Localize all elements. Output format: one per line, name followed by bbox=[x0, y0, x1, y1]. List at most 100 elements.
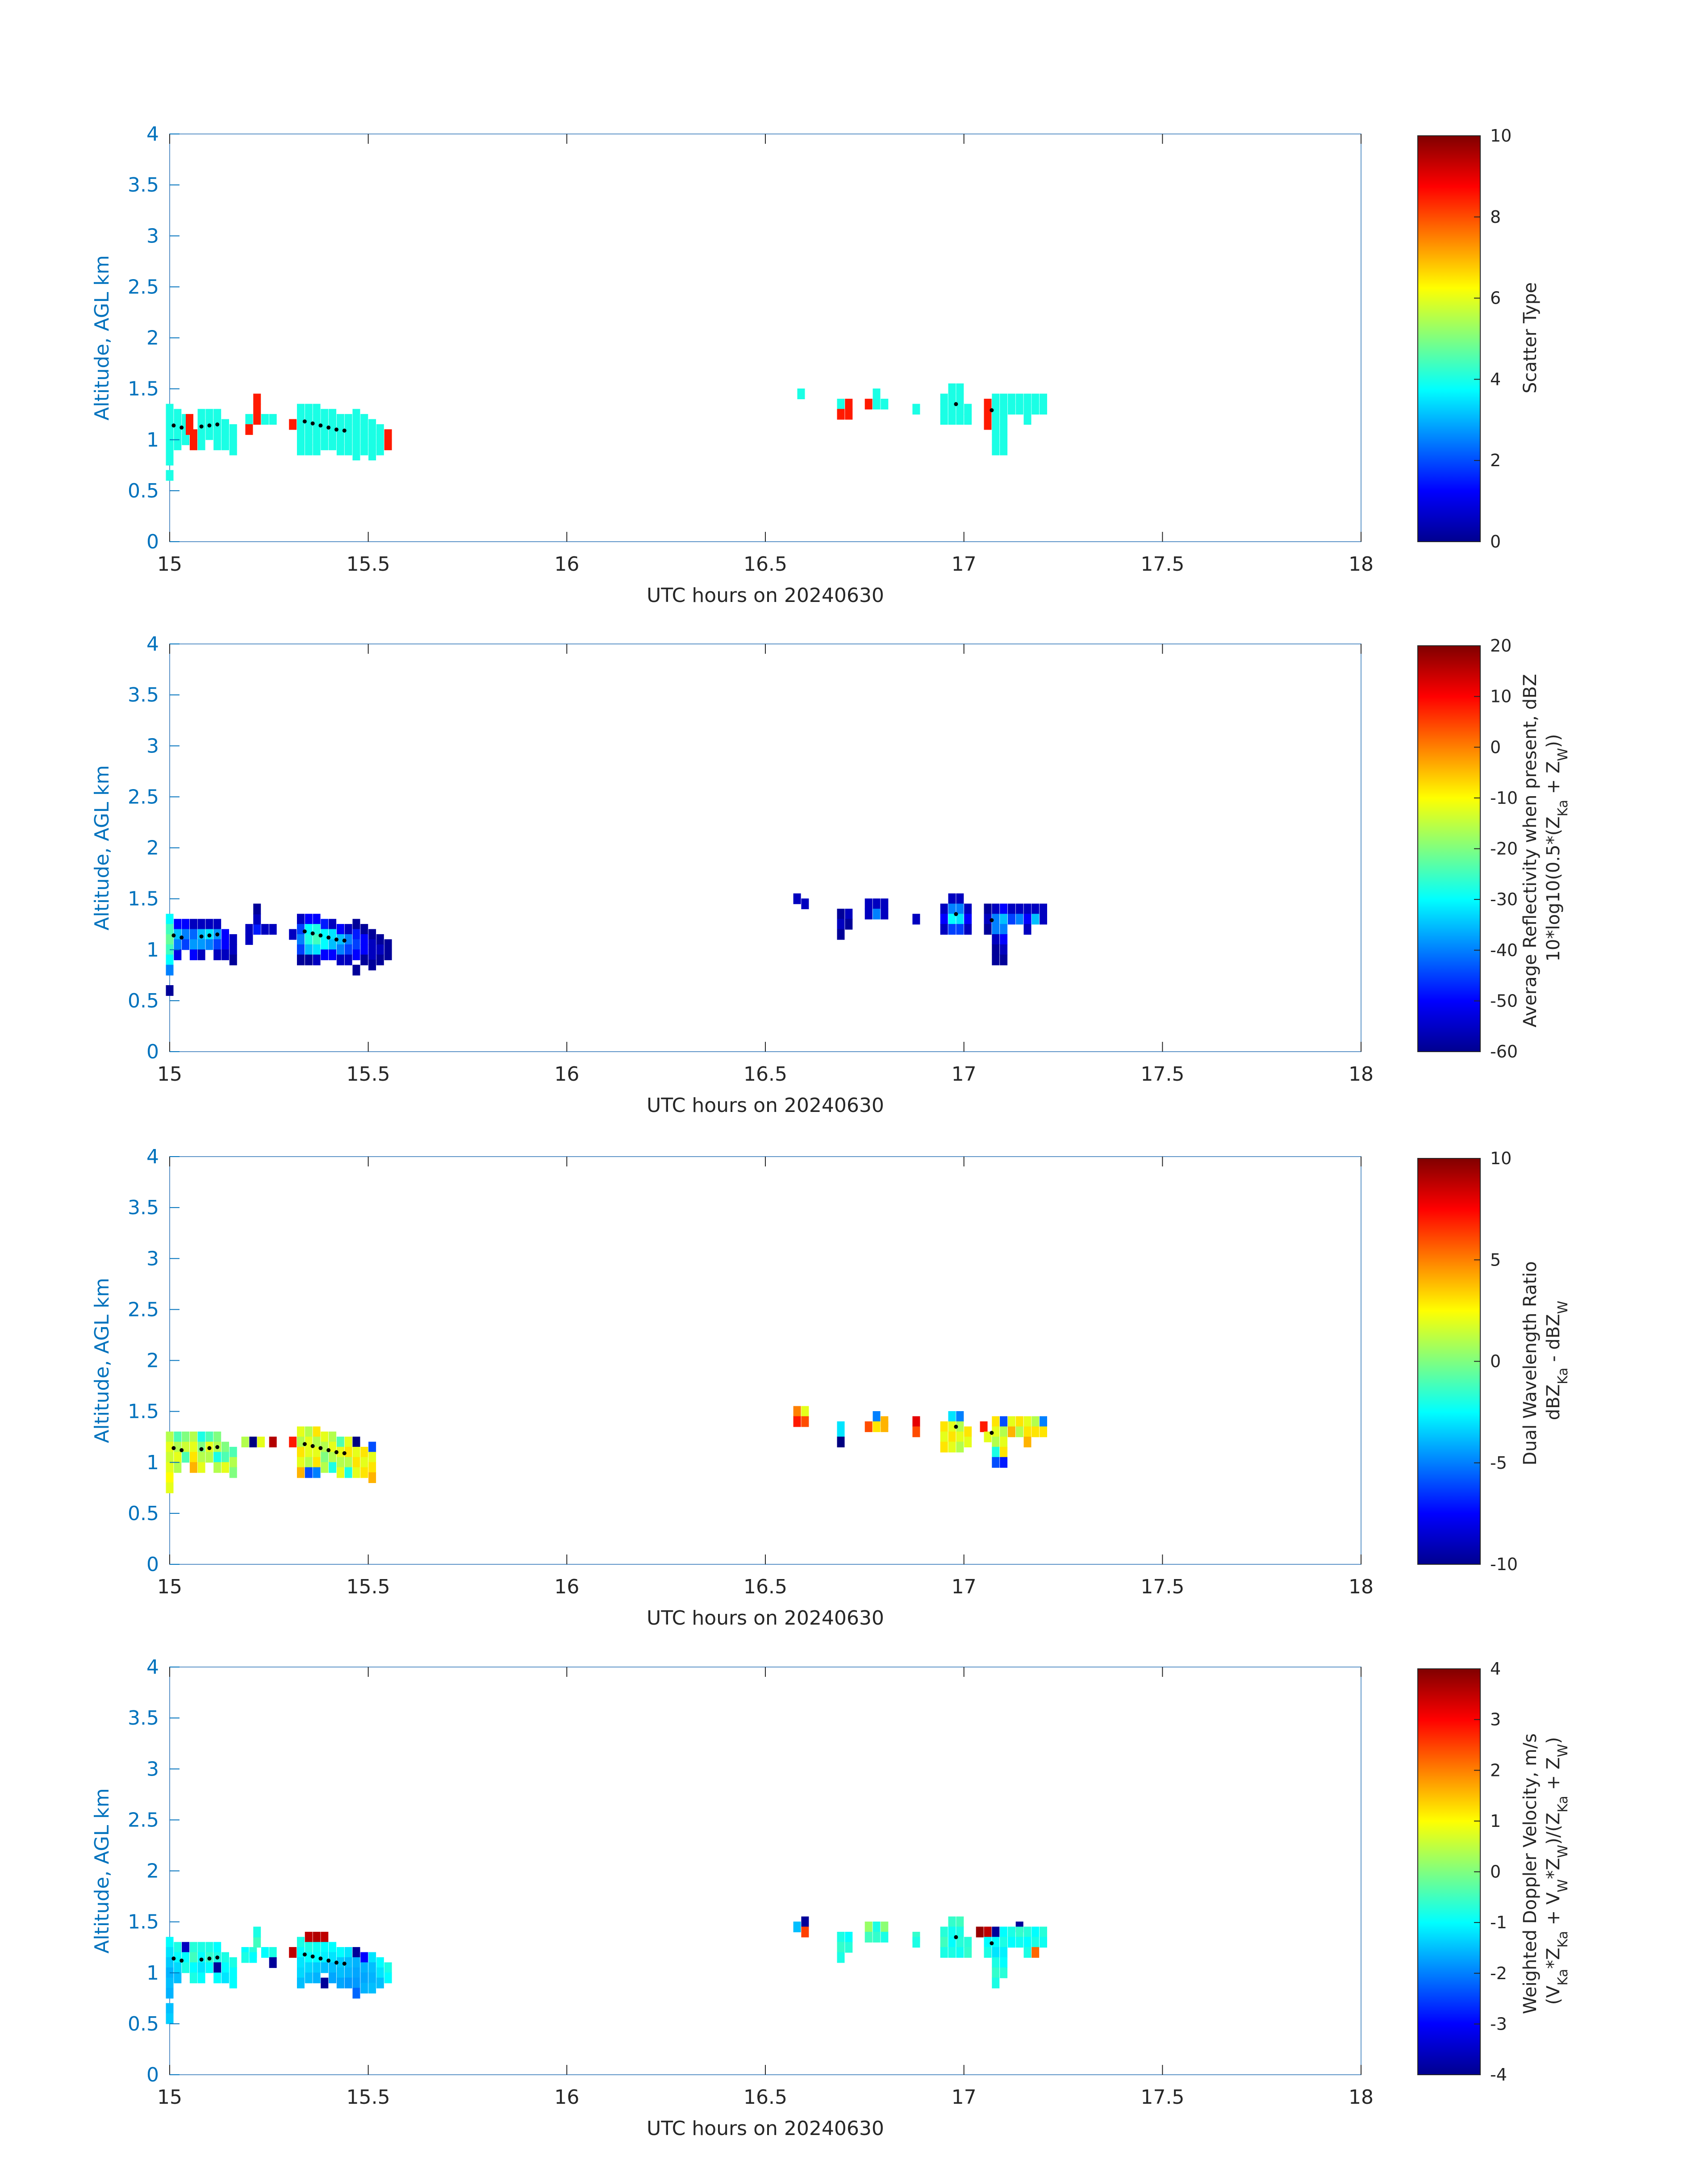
heatmap-cell bbox=[1040, 404, 1047, 415]
y-axis-label: Altitude, AGL km bbox=[91, 765, 113, 930]
x-tick-label: 17 bbox=[952, 553, 977, 576]
y-tick-label: 0 bbox=[146, 531, 159, 553]
x-tick-label: 16 bbox=[554, 1575, 579, 1598]
heatmap-cell bbox=[376, 934, 384, 945]
heatmap-cell bbox=[229, 1467, 237, 1478]
heatmap-cell bbox=[305, 1931, 313, 1943]
heatmap-cell bbox=[297, 934, 305, 945]
y-tick-label: 0.5 bbox=[128, 1502, 159, 1525]
heatmap-cell bbox=[329, 1452, 337, 1463]
marker-dot bbox=[334, 1960, 338, 1965]
heatmap-cell bbox=[166, 914, 174, 925]
heatmap-cell bbox=[845, 1931, 853, 1943]
heatmap-cell bbox=[197, 429, 205, 440]
heatmap-cell bbox=[837, 1931, 845, 1943]
heatmap-cell bbox=[344, 1446, 352, 1458]
colorbar-ticks: -10 -5 0 5 10 bbox=[1474, 1149, 1518, 1574]
label-subscript: W bbox=[1555, 1744, 1571, 1757]
heatmap-cell bbox=[313, 934, 321, 945]
heatmap-cell bbox=[329, 939, 337, 950]
heatmap-cell bbox=[253, 903, 261, 915]
heatmap-cell bbox=[297, 1457, 305, 1468]
heatmap-cell bbox=[1031, 903, 1040, 915]
heatmap-cell bbox=[329, 1962, 337, 1973]
heatmap-cell bbox=[213, 1972, 221, 1984]
heatmap-cell bbox=[245, 934, 253, 945]
heatmap-cell bbox=[360, 1972, 368, 1984]
heatmap-cell bbox=[197, 939, 205, 950]
x-tick-label: 17.5 bbox=[1140, 2086, 1184, 2109]
heatmap-cell bbox=[912, 914, 920, 925]
heatmap-cell bbox=[174, 1942, 182, 1953]
heatmap-cell bbox=[321, 1942, 329, 1953]
heatmap-cell bbox=[984, 903, 992, 915]
heatmap-cell bbox=[992, 903, 1000, 915]
heatmap-cell bbox=[368, 450, 376, 460]
heatmap-cell bbox=[368, 1972, 376, 1984]
heatmap-cell bbox=[940, 1926, 948, 1938]
heatmap-cell bbox=[956, 383, 964, 394]
x-tick-label: 17.5 bbox=[1140, 553, 1184, 576]
heatmap-cell bbox=[166, 2003, 174, 2014]
label-subscript: W bbox=[1555, 1845, 1571, 1858]
marker-dot bbox=[207, 933, 212, 938]
heatmap-cell bbox=[257, 1437, 265, 1448]
heatmap-cell bbox=[352, 1947, 360, 1958]
heatmap-cell bbox=[360, 1962, 368, 1973]
heatmap-cell bbox=[881, 1931, 889, 1943]
heatmap-cell bbox=[837, 1421, 845, 1432]
heatmap-cell bbox=[344, 934, 352, 945]
x-tick-label: 18 bbox=[1349, 553, 1374, 576]
marker-dot bbox=[215, 422, 220, 426]
heatmap-cell bbox=[976, 1926, 984, 1938]
heatmap-cell bbox=[313, 1942, 321, 1953]
heatmap-cell bbox=[321, 1977, 329, 1989]
heatmap-cell bbox=[321, 939, 329, 950]
heatmap-cell bbox=[174, 939, 182, 950]
marker-dot bbox=[326, 1448, 331, 1452]
x-tick-label: 16 bbox=[554, 2086, 579, 2109]
heatmap-cell bbox=[1040, 1416, 1047, 1427]
y-tick-label: 0.5 bbox=[128, 2013, 159, 2035]
y-tick-label: 1 bbox=[146, 939, 159, 961]
heatmap-cell bbox=[336, 1957, 344, 1968]
colorbar-tick-label: 0 bbox=[1490, 1862, 1501, 1882]
y-tick-label: 3 bbox=[146, 1758, 159, 1780]
heatmap-cell bbox=[948, 414, 956, 425]
heatmap-cell bbox=[940, 924, 948, 935]
heatmap-cell bbox=[166, 1472, 174, 1483]
heatmap-cell bbox=[1000, 404, 1008, 415]
marker-dot bbox=[207, 423, 212, 428]
heatmap-cell bbox=[197, 1972, 205, 1984]
y-tick-label: 1 bbox=[146, 1962, 159, 1985]
heatmap-cell bbox=[992, 393, 1000, 405]
heatmap-cell bbox=[881, 908, 889, 919]
heatmap-cell bbox=[213, 949, 221, 961]
heatmap-cell bbox=[305, 914, 313, 925]
heatmap-cell bbox=[174, 949, 182, 961]
heatmap-cell bbox=[336, 1947, 344, 1958]
heatmap-cell bbox=[948, 1937, 956, 1948]
heatmap-cell bbox=[229, 1977, 237, 1989]
heatmap-cell bbox=[297, 424, 305, 435]
heatmap-cell bbox=[344, 1967, 352, 1978]
heatmap-cell bbox=[352, 929, 360, 940]
heatmap-cell bbox=[352, 919, 360, 930]
colorbar-tick-label: 20 bbox=[1490, 636, 1512, 656]
heatmap-cell bbox=[956, 1431, 964, 1442]
heatmap-cell bbox=[305, 954, 313, 965]
heatmap-cell bbox=[221, 1452, 229, 1463]
heatmap-cell bbox=[1007, 903, 1015, 915]
marker-dot bbox=[302, 1952, 307, 1957]
heatmap-cell bbox=[1015, 914, 1023, 925]
heatmap-cell bbox=[1040, 1926, 1047, 1938]
heatmap-cell bbox=[873, 1411, 881, 1422]
heatmap-cell bbox=[992, 1977, 1000, 1989]
colorbar-tick-label: -5 bbox=[1490, 1453, 1507, 1473]
heatmap-cell bbox=[189, 1431, 197, 1442]
heatmap-cell bbox=[269, 924, 277, 935]
colorbar-tick-label: 10 bbox=[1490, 126, 1512, 146]
heatmap-cell bbox=[992, 1957, 1000, 1968]
heatmap-cell bbox=[245, 424, 253, 435]
